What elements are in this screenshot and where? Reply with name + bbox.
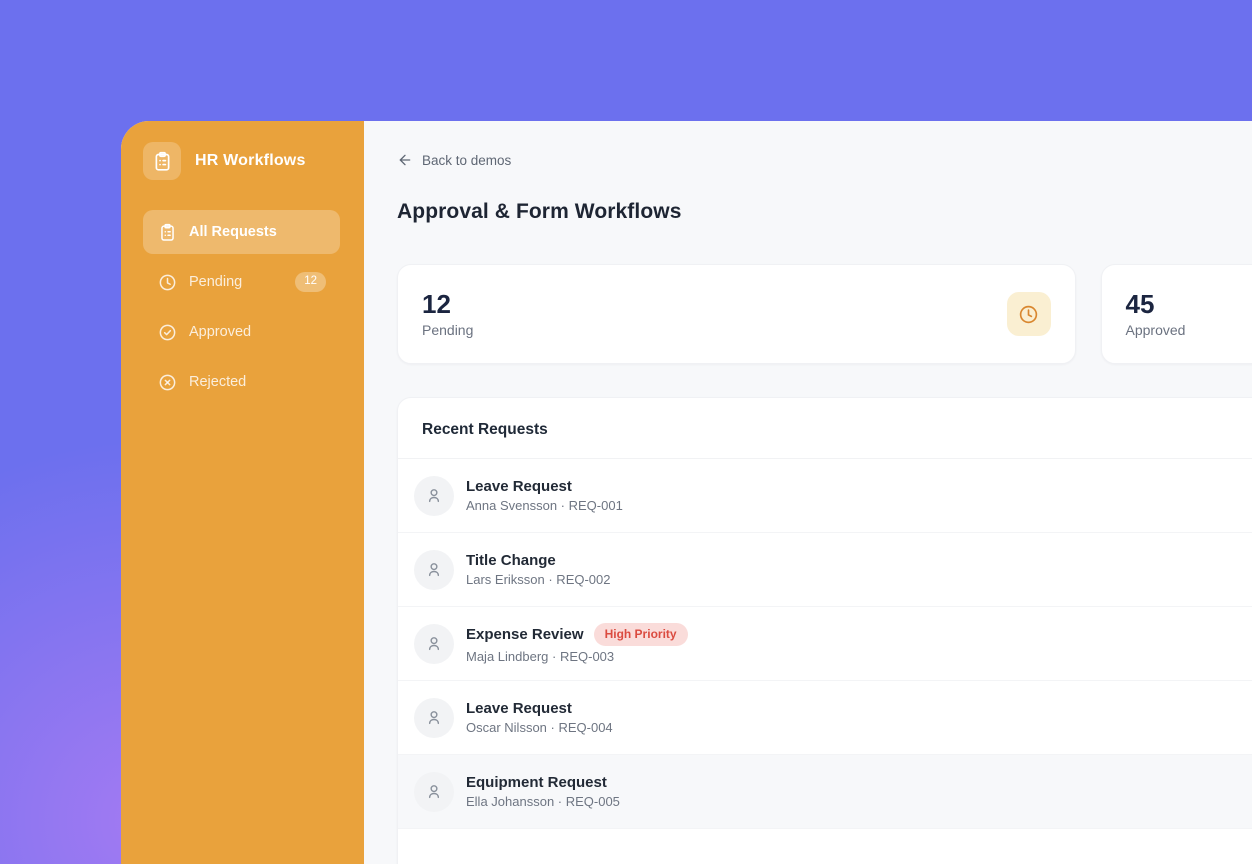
recent-requests-card: Recent Requests Leave Request Anna Svens… (397, 397, 1252, 864)
app-logo: HR Workflows (143, 142, 340, 180)
back-to-demos-link[interactable]: Back to demos (397, 152, 511, 168)
high-priority-badge: High Priority (593, 623, 688, 646)
x-circle-icon (159, 374, 176, 390)
app-title: HR Workflows (195, 152, 306, 169)
check-circle-icon (159, 324, 176, 340)
app-window: HR Workflows All Requests Pending 12 (121, 121, 1252, 864)
table-row[interactable]: Leave Request Anna Svensson · REQ-001 (398, 459, 1252, 533)
clock-icon (159, 274, 176, 290)
arrow-left-icon (399, 154, 411, 166)
request-title: Leave Request (466, 478, 572, 495)
pending-count-badge: 12 (295, 272, 326, 292)
approved-label: Approved (1125, 322, 1186, 339)
recent-requests-title: Recent Requests (398, 398, 1252, 459)
stat-card-approved: 45 Approved (1100, 264, 1252, 364)
sidebar-item-label: Approved (189, 324, 252, 340)
table-row[interactable]: Expense Review High Priority Maja Lindbe… (398, 607, 1252, 681)
table-row[interactable]: Equipment Request Ella Johansson · REQ-0… (398, 755, 1252, 829)
stats-row: 12 Pending 45 Approved (397, 264, 1252, 364)
sidebar-item-all-requests[interactable]: All Requests (143, 210, 340, 254)
request-title: Equipment Request (466, 774, 607, 791)
approved-count: 45 (1125, 288, 1155, 319)
table-row[interactable]: Title Change Lars Eriksson · REQ-002 (398, 533, 1252, 607)
request-subtitle: Maja Lindberg · REQ-003 (466, 648, 615, 664)
user-icon (428, 488, 440, 502)
stat-card-pending: 12 Pending (397, 264, 1076, 364)
user-icon (428, 710, 440, 724)
sidebar-nav: All Requests Pending 12 Approved (143, 210, 340, 404)
sidebar-item-pending[interactable]: Pending 12 (143, 260, 340, 304)
request-title: Leave Request (466, 700, 572, 717)
pending-label: Pending (422, 322, 474, 339)
sidebar-item-rejected[interactable]: Rejected (143, 360, 340, 404)
sidebar-item-label: All Requests (189, 224, 277, 240)
clipboard-icon (161, 223, 174, 241)
request-subtitle: Ella Johansson · REQ-005 (466, 794, 620, 809)
main-content: Back to demos Approval & Form Workflows … (364, 121, 1252, 864)
page-title: Approval & Form Workflows (397, 200, 682, 223)
clock-icon (1006, 292, 1051, 336)
back-link-label: Back to demos (422, 152, 512, 168)
request-title: Title Change (466, 552, 556, 569)
avatar (414, 549, 454, 590)
request-subtitle: Oscar Nilsson · REQ-004 (466, 720, 613, 735)
avatar (414, 697, 454, 738)
sidebar-item-label: Rejected (189, 374, 247, 390)
sidebar-item-approved[interactable]: Approved (143, 310, 340, 354)
sidebar-item-label: Pending (189, 274, 243, 290)
request-title: Expense Review (466, 625, 584, 643)
request-subtitle: Anna Svensson · REQ-001 (466, 498, 623, 513)
user-icon (428, 562, 440, 576)
clipboard-icon (143, 142, 181, 180)
pending-count: 12 (422, 288, 451, 319)
avatar (414, 771, 454, 812)
request-subtitle: Lars Eriksson · REQ-002 (466, 572, 611, 587)
avatar (414, 623, 454, 664)
table-row[interactable]: Leave Request Oscar Nilsson · REQ-004 (398, 681, 1252, 755)
user-icon (428, 636, 440, 650)
user-icon (428, 784, 440, 798)
avatar (414, 475, 454, 516)
sidebar: HR Workflows All Requests Pending 12 (121, 121, 364, 864)
